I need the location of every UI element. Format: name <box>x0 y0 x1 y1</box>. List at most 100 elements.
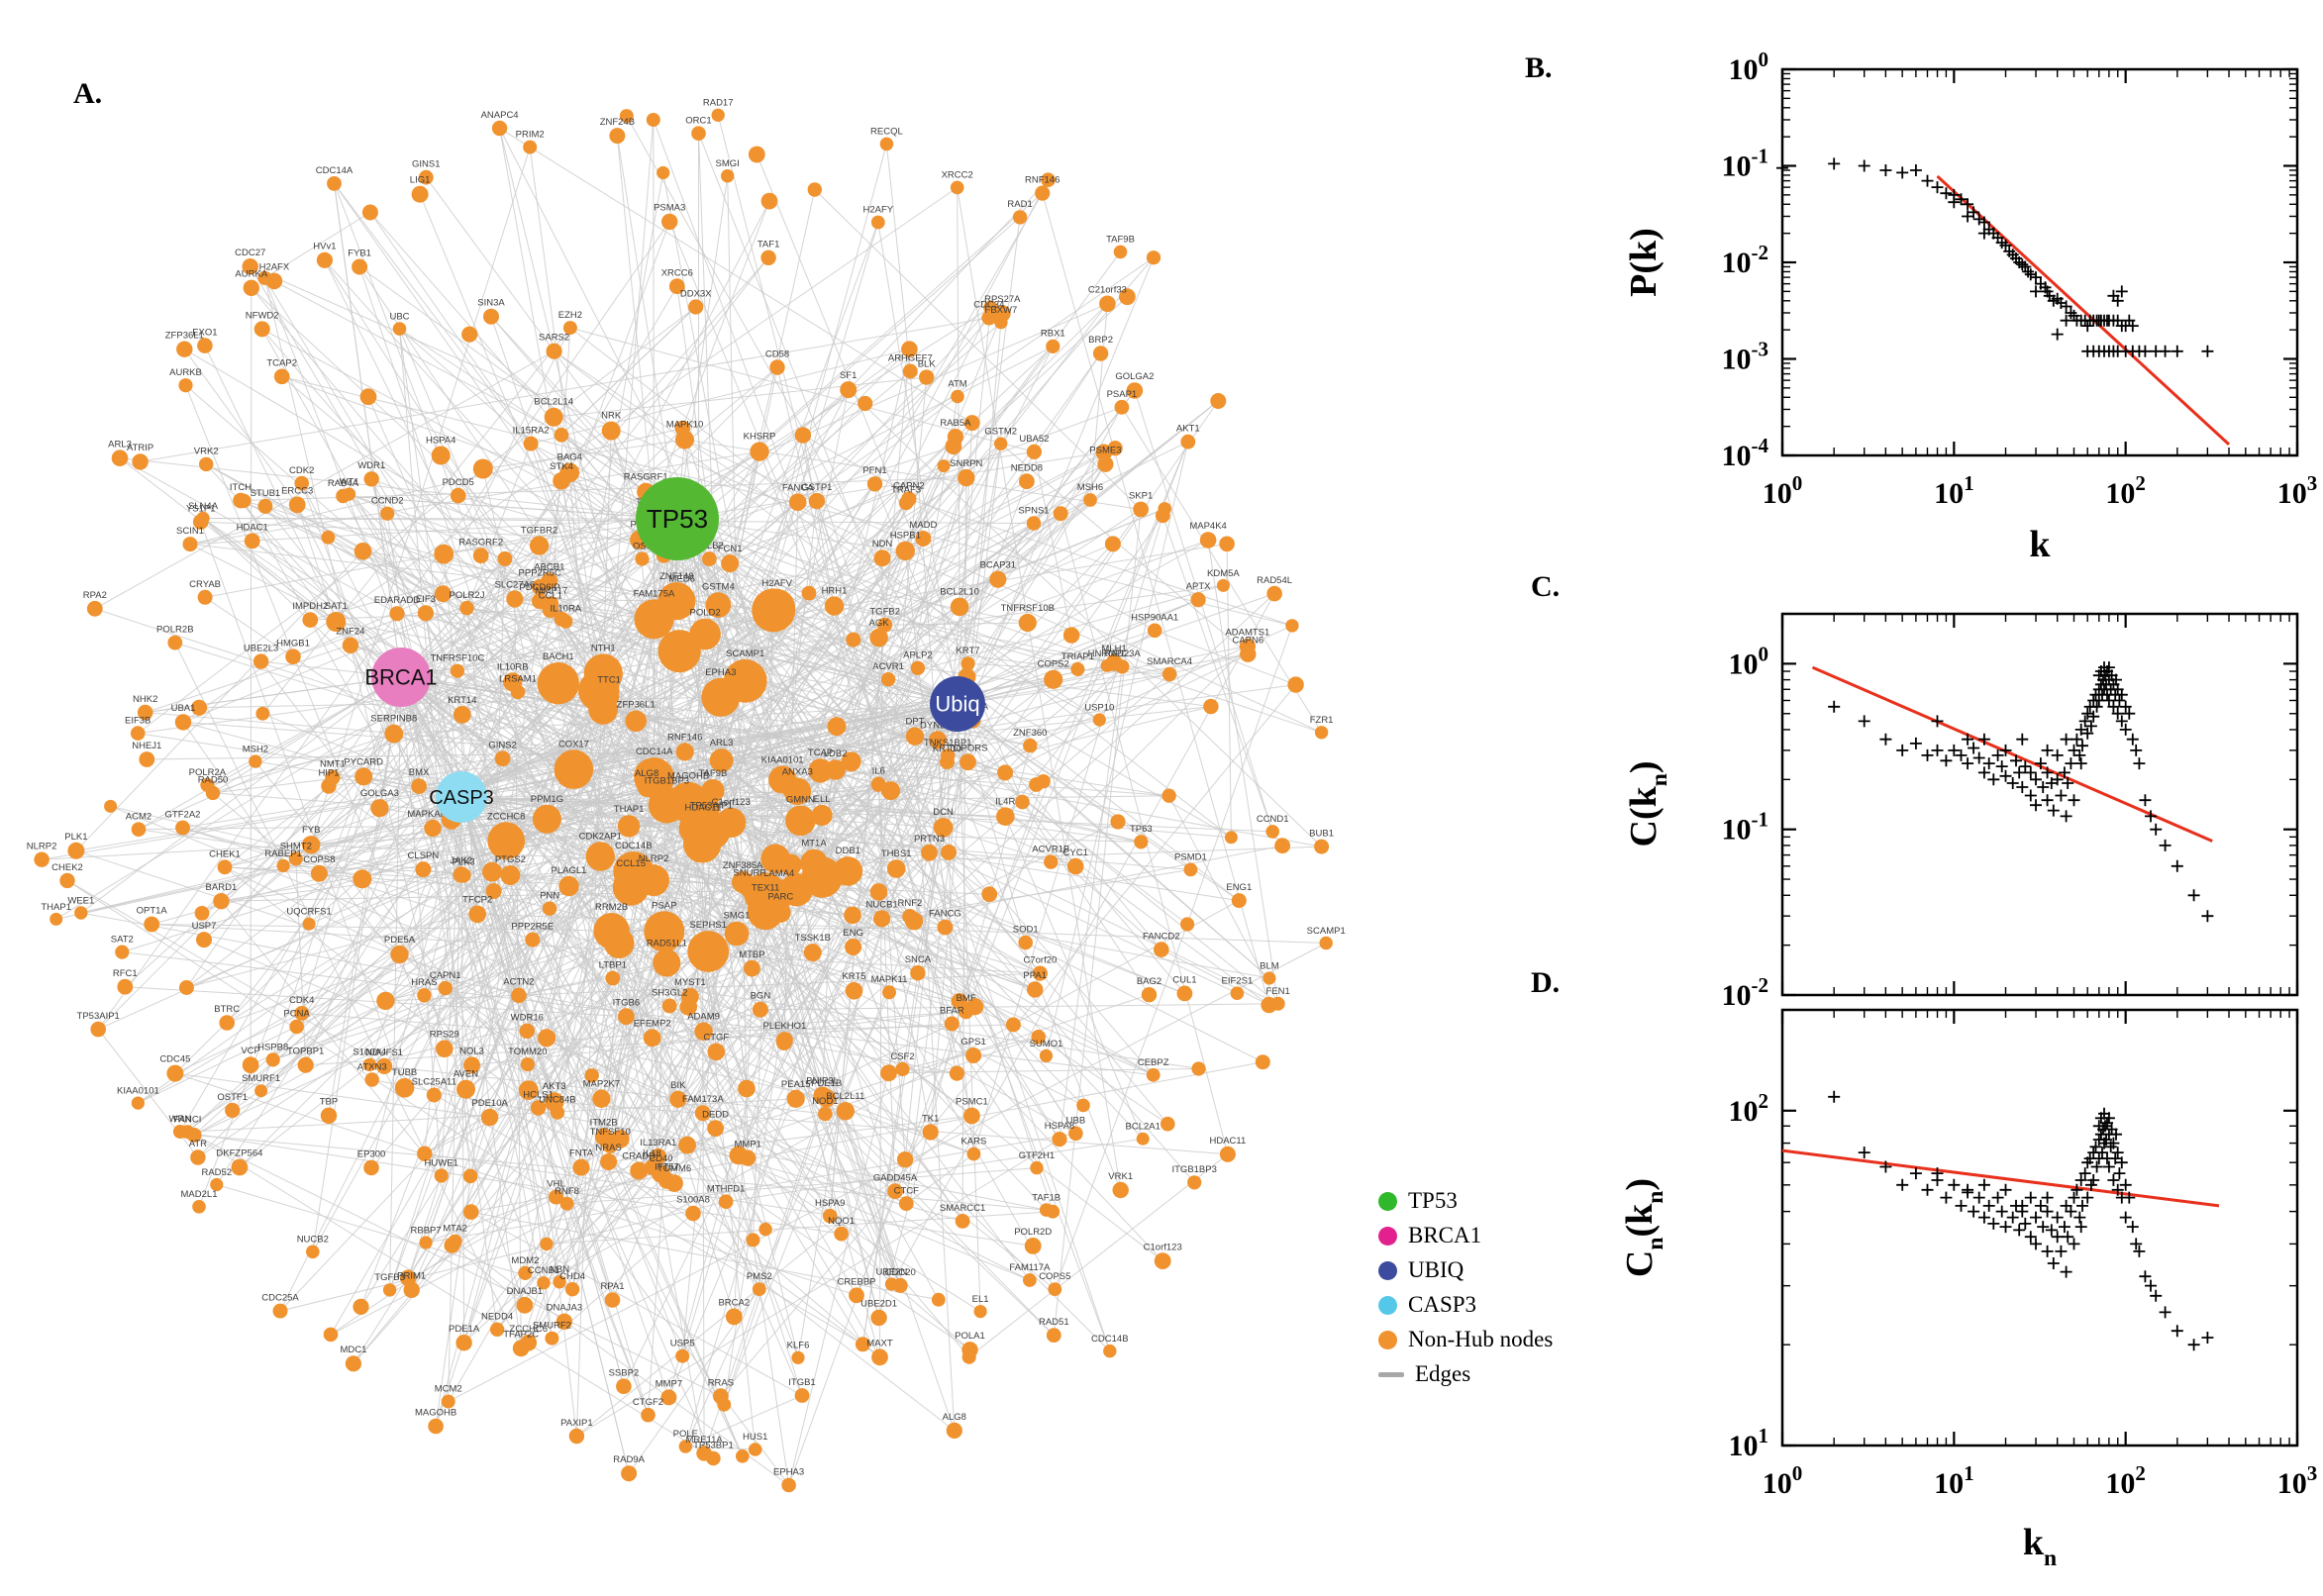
network-edge <box>448 943 1327 1403</box>
network-node <box>740 1149 757 1166</box>
network-node <box>619 109 634 124</box>
gene-label: MAPK10 <box>666 420 704 431</box>
network-node <box>417 1146 433 1161</box>
gene-label: RAD1 <box>1007 199 1032 210</box>
network-node <box>661 998 677 1014</box>
network-node <box>625 710 647 733</box>
network-edge <box>296 504 337 623</box>
network-node <box>1119 288 1136 306</box>
gene-label: MADD <box>909 520 937 531</box>
network-node <box>564 1282 580 1297</box>
gene-label: CTCF <box>894 1185 920 1196</box>
network-node <box>483 308 499 325</box>
data-point-marker <box>2126 320 2139 333</box>
gene-label: POLD2 <box>690 608 721 619</box>
gene-label: RABEP1 <box>264 848 302 859</box>
gene-label: WDR1 <box>357 460 385 471</box>
network-node <box>273 368 290 385</box>
network-node <box>219 1015 235 1031</box>
y-tick-label: 10-2 <box>1722 241 1769 279</box>
gene-label: CRYAB <box>189 579 221 590</box>
data-point-marker <box>2068 794 2080 807</box>
gene-label: TGFB2 <box>869 607 900 618</box>
network-node <box>294 475 310 491</box>
network-node <box>665 1174 683 1192</box>
network-hubs-layer: TP53 BRCA1 Ubiq CASP3 <box>364 477 985 823</box>
network-edge <box>703 703 959 1454</box>
data-point-marker <box>1828 1090 1841 1103</box>
gene-label: NDUFS1 <box>365 1047 403 1058</box>
data-point-marker <box>1987 1217 2000 1230</box>
network-edge <box>654 514 1168 1125</box>
network-node <box>669 1090 687 1108</box>
network-node <box>316 251 333 268</box>
gene-label: C7orf20 <box>1023 955 1057 966</box>
network-edge <box>1025 942 1263 1063</box>
node-swatch-icon <box>1378 1191 1397 1211</box>
network-edge <box>263 277 462 798</box>
gene-label: MSH6 <box>1077 482 1103 493</box>
gene-label: SLC25A11 <box>412 1077 456 1088</box>
network-node <box>1314 839 1330 854</box>
network-node <box>618 1008 635 1026</box>
network-edge <box>301 482 649 1416</box>
network-node <box>981 310 997 326</box>
gene-label: ARHGEF7 <box>888 353 933 364</box>
gene-label: FBXW7 <box>985 305 1018 316</box>
network-node <box>960 753 976 771</box>
gene-label: RRM2B <box>595 902 628 913</box>
network-node <box>668 278 685 295</box>
network-edge <box>369 1063 826 1115</box>
network-edge <box>263 277 446 1049</box>
network-node <box>1261 996 1277 1014</box>
data-point-marker <box>2070 1183 2083 1196</box>
network-edge <box>943 296 1128 466</box>
gene-label: AGK <box>869 618 890 629</box>
data-point-marker <box>2016 258 2029 271</box>
gene-label: C1orf123 <box>1144 1242 1182 1252</box>
legend: TP53 BRCA1 UBIQ CASP3 Non-Hub nodes Edges <box>1378 1188 1553 1387</box>
gene-label: MAP2K7 <box>583 1079 621 1090</box>
gene-label: H2AFV <box>761 578 792 589</box>
gene-label: GTF2H1 <box>1019 1150 1055 1161</box>
data-point-marker <box>2145 1279 2157 1292</box>
network-node <box>1183 862 1198 877</box>
network-edge <box>42 703 959 860</box>
gene-label: HIP1 <box>318 767 339 778</box>
network-edge <box>457 495 1078 670</box>
network-node <box>558 875 579 897</box>
data-point-marker <box>1955 1199 1968 1212</box>
network-edge <box>425 613 478 915</box>
network-edge <box>653 119 1111 1351</box>
network-edge <box>608 1115 972 1162</box>
network-edge <box>263 277 843 1235</box>
network-node <box>455 1335 472 1351</box>
network-node <box>382 1283 397 1297</box>
data-point-marker <box>2150 1289 2163 1302</box>
network-node <box>546 343 562 359</box>
gene-label: TOPORS <box>949 743 988 753</box>
gene-label: CAPN1 <box>430 970 461 981</box>
gene-label: ITCH <box>230 482 252 493</box>
gene-label: ACM2 <box>126 812 152 823</box>
gene-label: RNF146 <box>667 732 702 743</box>
network-edge <box>460 796 1014 1026</box>
network-node <box>1180 434 1196 449</box>
network-node <box>518 1265 533 1280</box>
data-point-marker <box>2159 1306 2172 1319</box>
data-point-marker <box>2045 1224 2058 1237</box>
network-node <box>744 959 760 977</box>
network-edge <box>681 594 959 705</box>
panel-c-label: C. <box>1531 570 1561 603</box>
network-node <box>905 727 925 746</box>
network-node <box>553 471 570 490</box>
data-point-marker <box>2115 688 2128 701</box>
gene-label: PSME3 <box>1089 446 1121 456</box>
protein-interaction-network: MAGOHB CDC14A ARL3 TAF9B ALG8 RNF146 TP53AIP1 I… <box>27 98 1346 1493</box>
data-point-marker <box>1972 751 1985 764</box>
network-edge <box>967 662 1170 675</box>
data-point-marker <box>1858 715 1870 728</box>
gene-label: CDC14A <box>316 165 354 176</box>
gene-label: RBBP7 <box>411 1225 442 1236</box>
network-node <box>947 429 964 446</box>
